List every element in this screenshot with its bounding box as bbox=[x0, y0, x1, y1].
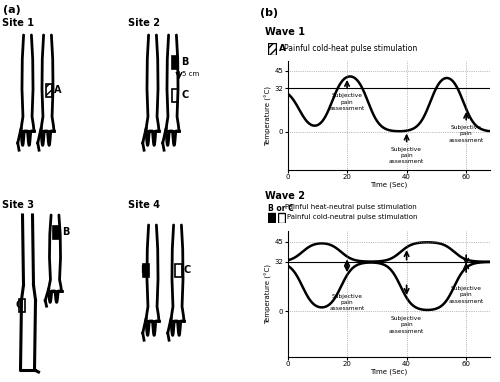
Text: B: B bbox=[140, 265, 147, 275]
Text: Subjective
pain
assessment: Subjective pain assessment bbox=[389, 316, 424, 333]
Text: (b): (b) bbox=[260, 8, 278, 18]
Text: B: B bbox=[62, 227, 70, 237]
Text: Site 2: Site 2 bbox=[128, 18, 160, 28]
Text: C: C bbox=[184, 265, 191, 275]
Text: A: A bbox=[54, 85, 61, 95]
Text: Subjective
pain
assessment: Subjective pain assessment bbox=[389, 147, 424, 164]
Text: Site 3: Site 3 bbox=[2, 200, 34, 210]
Bar bbox=[172, 55, 178, 68]
Text: Painful cold-neutral pulse stimulation: Painful cold-neutral pulse stimulation bbox=[287, 214, 418, 220]
Text: B or C: B or C bbox=[268, 204, 293, 214]
Text: Wave 1: Wave 1 bbox=[265, 27, 305, 37]
Bar bbox=[46, 84, 52, 97]
Y-axis label: Temperature (°C): Temperature (°C) bbox=[264, 264, 272, 324]
Bar bbox=[172, 89, 178, 102]
Text: C: C bbox=[181, 90, 188, 100]
Text: Painful cold-heat pulse stimulation: Painful cold-heat pulse stimulation bbox=[284, 44, 417, 53]
Text: Subjective
pain
assessment: Subjective pain assessment bbox=[330, 94, 364, 111]
Bar bbox=[53, 225, 60, 238]
Text: Wave 2: Wave 2 bbox=[265, 191, 305, 201]
Text: A: A bbox=[279, 44, 286, 53]
Y-axis label: Temperature (°C): Temperature (°C) bbox=[264, 86, 272, 146]
Bar bbox=[19, 298, 25, 311]
Text: (a): (a) bbox=[2, 5, 20, 15]
Text: Site 4: Site 4 bbox=[128, 200, 160, 210]
X-axis label: Time (Sec): Time (Sec) bbox=[370, 181, 408, 188]
Text: Subjective
pain
assessment: Subjective pain assessment bbox=[448, 286, 484, 304]
Text: Subjective
pain
assessment: Subjective pain assessment bbox=[330, 293, 364, 311]
Bar bbox=[176, 264, 182, 277]
Text: C: C bbox=[16, 300, 23, 310]
Text: Painful heat-neutral pulse stimulation: Painful heat-neutral pulse stimulation bbox=[285, 204, 417, 210]
Text: 5 cm: 5 cm bbox=[182, 71, 200, 77]
Bar bbox=[143, 264, 149, 277]
Text: Subjective
pain
assessment: Subjective pain assessment bbox=[448, 125, 484, 143]
X-axis label: Time (Sec): Time (Sec) bbox=[370, 369, 408, 375]
Text: Site 1: Site 1 bbox=[2, 18, 34, 28]
Text: B: B bbox=[181, 57, 188, 67]
